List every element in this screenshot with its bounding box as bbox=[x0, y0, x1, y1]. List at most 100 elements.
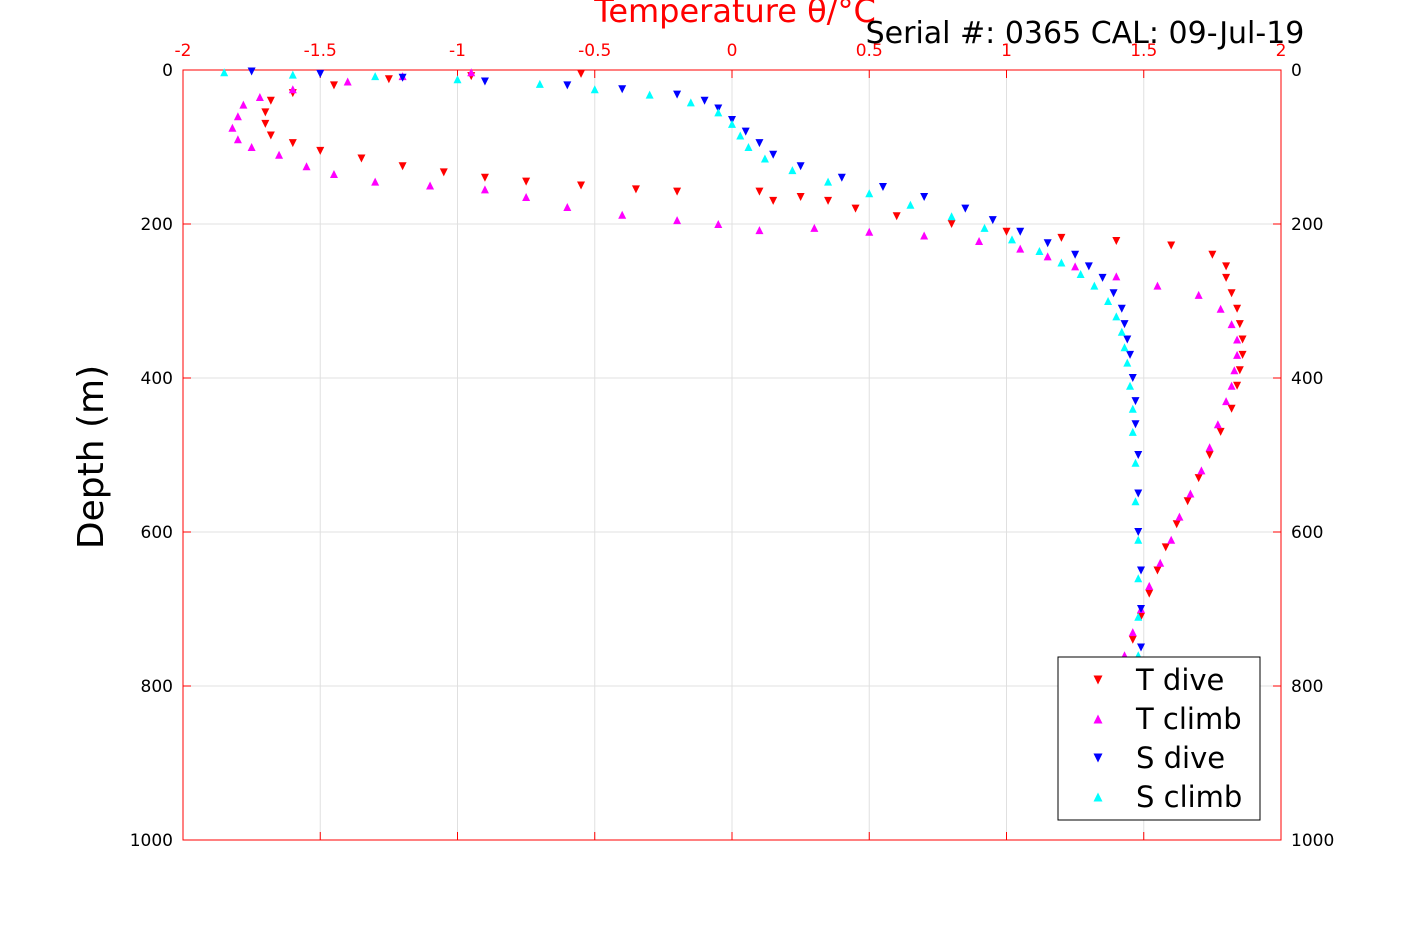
data-point bbox=[1134, 574, 1143, 583]
data-point bbox=[796, 162, 805, 171]
x-tick-label: 1.5 bbox=[1130, 41, 1157, 61]
data-point bbox=[1216, 304, 1225, 313]
data-point bbox=[1194, 290, 1203, 299]
data-point bbox=[1233, 381, 1242, 390]
legend-label-t-dive: T dive bbox=[1135, 663, 1224, 697]
data-point bbox=[1235, 320, 1244, 329]
data-point bbox=[398, 73, 407, 82]
data-point bbox=[1128, 635, 1137, 644]
data-point bbox=[1090, 281, 1099, 290]
data-point bbox=[1071, 262, 1080, 271]
data-point bbox=[1137, 643, 1146, 652]
data-point bbox=[1222, 262, 1231, 271]
data-point bbox=[1137, 605, 1146, 613]
data-point bbox=[865, 189, 874, 198]
legend-label-t-climb: T climb bbox=[1135, 702, 1242, 736]
data-point bbox=[1197, 466, 1206, 475]
data-point bbox=[288, 70, 297, 79]
data-point bbox=[947, 220, 956, 228]
data-point bbox=[1134, 535, 1143, 544]
data-point bbox=[906, 200, 915, 209]
data-point bbox=[673, 187, 682, 196]
data-point bbox=[618, 210, 627, 219]
data-point bbox=[920, 231, 929, 240]
data-point bbox=[892, 212, 901, 221]
data-point bbox=[371, 72, 380, 81]
data-point bbox=[261, 108, 270, 117]
data-point bbox=[1117, 304, 1126, 313]
data-point bbox=[618, 85, 627, 94]
data-point bbox=[384, 75, 393, 84]
data-point bbox=[824, 196, 833, 205]
data-point bbox=[228, 123, 237, 132]
data-point bbox=[1131, 420, 1140, 429]
data-point bbox=[1205, 451, 1214, 459]
data-point bbox=[824, 177, 833, 186]
data-point bbox=[1186, 489, 1195, 498]
data-point bbox=[1043, 252, 1052, 261]
data-point bbox=[1145, 589, 1154, 598]
data-point bbox=[714, 220, 723, 228]
series-s-climb bbox=[220, 68, 1143, 671]
x-tick-label: -2 bbox=[175, 41, 192, 61]
x-tick-label: 0 bbox=[727, 41, 738, 61]
data-point bbox=[316, 69, 325, 78]
data-point bbox=[1134, 612, 1143, 621]
data-points bbox=[220, 67, 1247, 671]
data-point bbox=[247, 143, 256, 151]
data-point bbox=[631, 185, 640, 194]
data-point bbox=[961, 204, 970, 213]
data-point bbox=[975, 236, 984, 245]
legend-marker bbox=[1093, 714, 1103, 724]
data-point bbox=[1126, 350, 1135, 359]
data-point bbox=[1137, 566, 1146, 575]
data-point bbox=[266, 96, 275, 105]
data-point bbox=[1156, 558, 1165, 567]
data-point bbox=[275, 150, 284, 159]
data-point bbox=[1227, 289, 1236, 298]
data-point bbox=[1112, 312, 1121, 321]
chart-title: Temperature θ/°C bbox=[593, 0, 876, 30]
data-point bbox=[645, 90, 654, 99]
data-point bbox=[714, 108, 723, 117]
data-point bbox=[1098, 273, 1107, 282]
legend-label-s-climb: S climb bbox=[1136, 780, 1242, 814]
data-point bbox=[1002, 227, 1011, 236]
data-point bbox=[1194, 474, 1203, 483]
data-point bbox=[769, 196, 778, 205]
data-point bbox=[1238, 350, 1247, 359]
series-t-dive bbox=[261, 69, 1247, 667]
x-tick-label: 0.5 bbox=[856, 41, 883, 61]
serial-cal-label: Serial #: 0365 CAL: 09-Jul-19 bbox=[866, 16, 1305, 51]
data-point bbox=[1071, 250, 1080, 259]
data-point bbox=[233, 112, 242, 121]
data-point bbox=[220, 68, 229, 77]
data-point bbox=[1233, 304, 1242, 313]
data-point bbox=[673, 216, 682, 225]
data-point bbox=[1128, 374, 1137, 382]
data-point bbox=[480, 77, 489, 86]
data-point bbox=[453, 75, 462, 84]
data-point bbox=[1167, 535, 1176, 544]
data-point bbox=[1128, 628, 1137, 637]
data-point bbox=[1213, 420, 1222, 429]
data-point bbox=[1233, 335, 1242, 344]
y-tick-label-right: 600 bbox=[1291, 523, 1323, 543]
data-point bbox=[865, 227, 874, 236]
data-point bbox=[686, 98, 695, 107]
data-point bbox=[357, 154, 366, 163]
y-tick-label-left: 200 bbox=[141, 215, 173, 235]
data-point bbox=[760, 154, 769, 163]
data-point bbox=[1153, 281, 1162, 290]
y-tick-label-right: 800 bbox=[1291, 677, 1323, 697]
data-point bbox=[755, 226, 764, 235]
data-point bbox=[1222, 273, 1231, 282]
data-point bbox=[1134, 489, 1143, 498]
y-tick-label-right: 400 bbox=[1291, 369, 1323, 389]
data-point bbox=[1128, 404, 1137, 413]
data-point bbox=[288, 139, 297, 148]
x-tick-label: -1.5 bbox=[304, 41, 337, 61]
data-point bbox=[590, 85, 599, 94]
legend-marker bbox=[1093, 675, 1103, 685]
